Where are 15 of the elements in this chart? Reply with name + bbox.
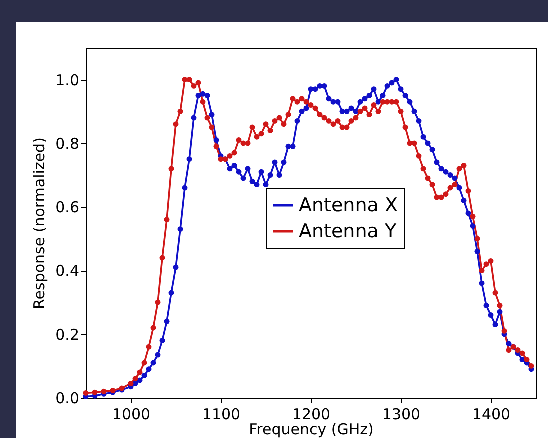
x-tick-label: 1400: [472, 406, 511, 424]
legend-label: Antenna Y: [299, 220, 397, 242]
y-tick-label: 0.8: [56, 134, 80, 153]
y-axis-title: Response (normalized): [30, 138, 49, 310]
x-tick-label: 1000: [112, 406, 151, 424]
x-tick-label: 1100: [202, 406, 241, 424]
y-tick-label: 0.4: [56, 262, 80, 280]
x-tick-label: 1300: [382, 406, 421, 424]
x-tick-label: 1200: [292, 406, 331, 424]
y-tick-label: 0.2: [56, 326, 80, 344]
y-tick-label: 1.0: [56, 71, 80, 90]
y-tick-label: 0.6: [56, 198, 80, 217]
x-axis-title: Frequency (GHz): [249, 420, 374, 438]
legend-label: Antenna X: [299, 194, 398, 216]
y-tick-label: 0.0: [56, 390, 80, 408]
